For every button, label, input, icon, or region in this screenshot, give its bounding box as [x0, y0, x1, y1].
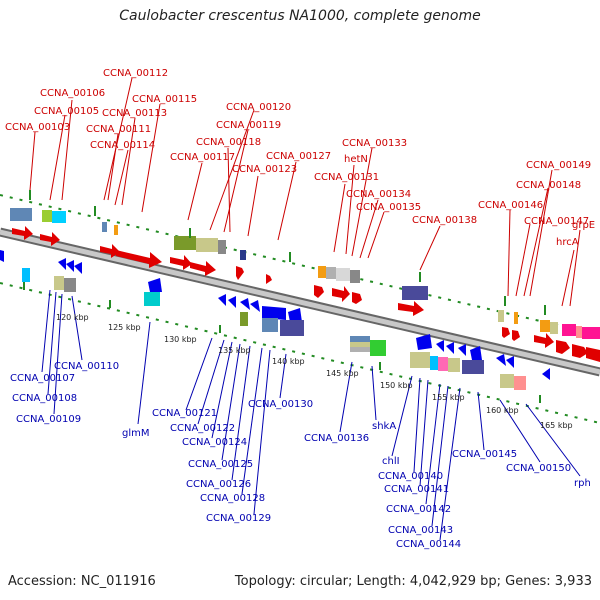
gene-label: hetN	[344, 154, 368, 165]
scale-label-130: 130 kbp	[164, 335, 197, 344]
gene-label: CCNA_00108	[12, 393, 77, 404]
gene-label: CCNA_00106	[40, 88, 105, 99]
gene-label: CCNA_00109	[16, 414, 81, 425]
scale-label-150: 150 kbp	[380, 381, 413, 390]
top-callout-lines	[29, 77, 581, 307]
forward-genes	[12, 226, 600, 362]
gene-label: CCNA_00123	[232, 164, 297, 175]
gene-label: CCNA_00145	[452, 449, 517, 460]
gene-label: shkA	[372, 421, 396, 432]
gene-label: CCNA_00114	[90, 140, 155, 151]
gene-label: glmM	[122, 428, 150, 439]
gene-label: CCNA_00135	[356, 202, 421, 213]
reverse-genes	[0, 250, 550, 380]
gene-label: CCNA_00107	[10, 373, 75, 384]
gene-label: chlI	[382, 456, 400, 467]
gene-label: CCNA_00125	[188, 459, 253, 470]
gene-label: grpE	[572, 220, 595, 231]
scale-labels: 120 kbp 125 kbp 130 kbp 135 kbp 140 kbp …	[56, 313, 573, 430]
gene-label: CCNA_00117	[170, 152, 235, 163]
gene-label: CCNA_00144	[396, 539, 461, 550]
track-guides	[0, 194, 600, 424]
gene-label: CCNA_00119	[216, 120, 281, 131]
gene-label: CCNA_00133	[342, 138, 407, 149]
scale-label-165: 165 kbp	[540, 421, 573, 430]
accession-text: Accession: NC_011916	[8, 574, 156, 589]
gene-label: CCNA_00113	[102, 108, 167, 119]
gene-label: hrcA	[556, 237, 579, 248]
gene-label: CCNA_00129	[206, 513, 271, 524]
gene-label: CCNA_00134	[346, 189, 411, 200]
genome-backbone	[0, 227, 600, 377]
gene-label: CCNA_00130	[248, 399, 313, 410]
gene-label: CCNA_00118	[196, 137, 261, 148]
bottom-callout-lines	[41, 289, 581, 541]
gene-label: CCNA_00143	[388, 525, 453, 536]
gene-label: CCNA_00111	[86, 124, 151, 135]
green-ticks	[23, 190, 546, 403]
scale-label-160: 160 kbp	[486, 406, 519, 415]
scale-label-125: 125 kbp	[108, 323, 141, 332]
gene-label: CCNA_00138	[412, 215, 477, 226]
gene-label: CCNA_00142	[386, 504, 451, 515]
gene-label: CCNA_00126	[186, 479, 251, 490]
gene-label: CCNA_00105	[34, 106, 99, 117]
gene-label: CCNA_00148	[516, 180, 581, 191]
gene-label: CCNA_00127	[266, 151, 331, 162]
gene-label: CCNA_00115	[132, 94, 197, 105]
gene-label: CCNA_00121	[152, 408, 217, 419]
scale-label-135: 135 kbp	[218, 346, 251, 355]
scale-label-140: 140 kbp	[272, 357, 305, 366]
gene-label: CCNA_00146	[478, 200, 543, 211]
gene-label: CCNA_00103	[5, 122, 70, 133]
gene-label: CCNA_00147	[524, 216, 589, 227]
gene-label: CCNA_00141	[384, 484, 449, 495]
gene-label: CCNA_00122	[170, 423, 235, 434]
gene-label: CCNA_00124	[182, 437, 247, 448]
topology-text: Topology: circular; Length: 4,042,929 bp…	[234, 574, 592, 589]
gene-label: CCNA_00120	[226, 102, 291, 113]
gene-label: CCNA_00140	[378, 471, 443, 482]
gene-label: CCNA_00112	[103, 68, 168, 79]
gene-label: CCNA_00150	[506, 463, 571, 474]
bottom-gene-labels: CCNA_00110 CCNA_00107 CCNA_00108 CCNA_00…	[10, 361, 591, 550]
gene-label: rph	[574, 478, 591, 489]
top-gene-labels: CCNA_00112 CCNA_00106 CCNA_00115 CCNA_00…	[5, 68, 595, 248]
scale-label-120: 120 kbp	[56, 313, 89, 322]
gene-label: CCNA_00131	[314, 172, 379, 183]
gene-label: CCNA_00149	[526, 160, 591, 171]
scale-label-155: 155 kbp	[432, 393, 465, 402]
gene-label: CCNA_00128	[200, 493, 265, 504]
other-features	[10, 208, 600, 390]
scale-label-145: 145 kbp	[326, 369, 359, 378]
map-title: Caulobacter crescentus NA1000, complete …	[119, 8, 481, 24]
gene-label: CCNA_00136	[304, 433, 369, 444]
gene-label: CCNA_00110	[54, 361, 119, 372]
